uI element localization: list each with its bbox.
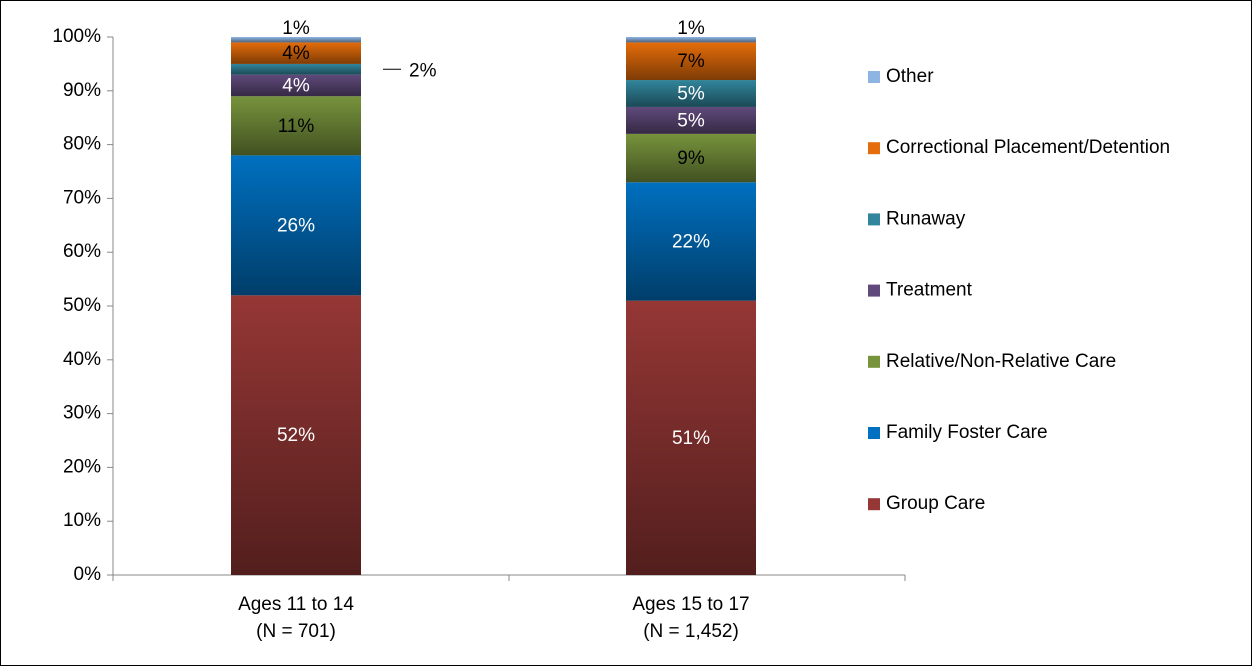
value-label: 5% [677,110,705,131]
x-tick-label: Ages 11 to 14 [238,594,354,615]
bar-shade [626,106,756,134]
value-label: 11% [278,116,315,137]
value-label: 4% [282,43,310,64]
legend-swatch [868,427,880,439]
bar-shade [231,295,361,575]
bar-shade [231,155,361,296]
legend-label: Family Foster Care [886,422,1048,443]
y-tick-label: 100% [52,26,101,47]
y-tick-label: 80% [63,134,101,155]
legend-swatch [868,213,880,226]
bar-shade [626,42,756,81]
y-tick-label: 0% [74,564,102,585]
y-tick-label: 50% [63,295,101,316]
value-label: 22% [672,231,710,252]
legend-label: Correctional Placement/Detention [886,137,1170,158]
bar-shade [231,74,361,97]
legend-swatch [868,284,880,297]
legend-label: Relative/Non-Relative Care [886,351,1116,372]
bar-shade [626,133,756,183]
value-label: 51% [672,428,710,449]
value-label: 1% [282,18,310,39]
x-tick-label: (N = 1,452) [643,621,739,642]
value-label: 4% [282,75,310,96]
legend-label: Runaway [886,208,966,229]
bar-shade [626,300,756,575]
bar-shade [626,182,756,301]
y-tick-label: 70% [63,187,101,208]
legend-swatch [868,355,880,368]
value-label: 52% [277,425,315,446]
x-tick-label: (N = 701) [256,621,336,642]
y-tick-label: 20% [63,456,101,477]
y-tick-label: 40% [63,349,101,370]
value-label: 1% [677,18,705,39]
y-tick-label: 90% [63,80,101,101]
bar-shade [231,96,361,156]
legend-label: Group Care [886,493,985,514]
value-label: 7% [677,51,705,72]
value-label: 26% [277,215,315,236]
bar-shade [231,37,361,43]
legend-swatch [868,142,880,155]
y-tick-label: 60% [63,241,101,262]
y-tick-label: 10% [63,510,101,531]
bar-shade [626,37,756,43]
value-label: 2% [409,60,437,81]
bar-shade [231,63,361,75]
bar-shade [626,80,756,107]
bar-shade [231,42,361,64]
legend-swatch [868,498,880,511]
legend-swatch [868,71,880,83]
legend-label: Other [886,66,934,87]
value-label: 9% [677,148,705,169]
y-tick-label: 30% [63,403,101,424]
legend-label: Treatment [886,280,973,301]
value-label: 5% [677,84,705,105]
x-tick-label: Ages 15 to 17 [632,594,749,615]
